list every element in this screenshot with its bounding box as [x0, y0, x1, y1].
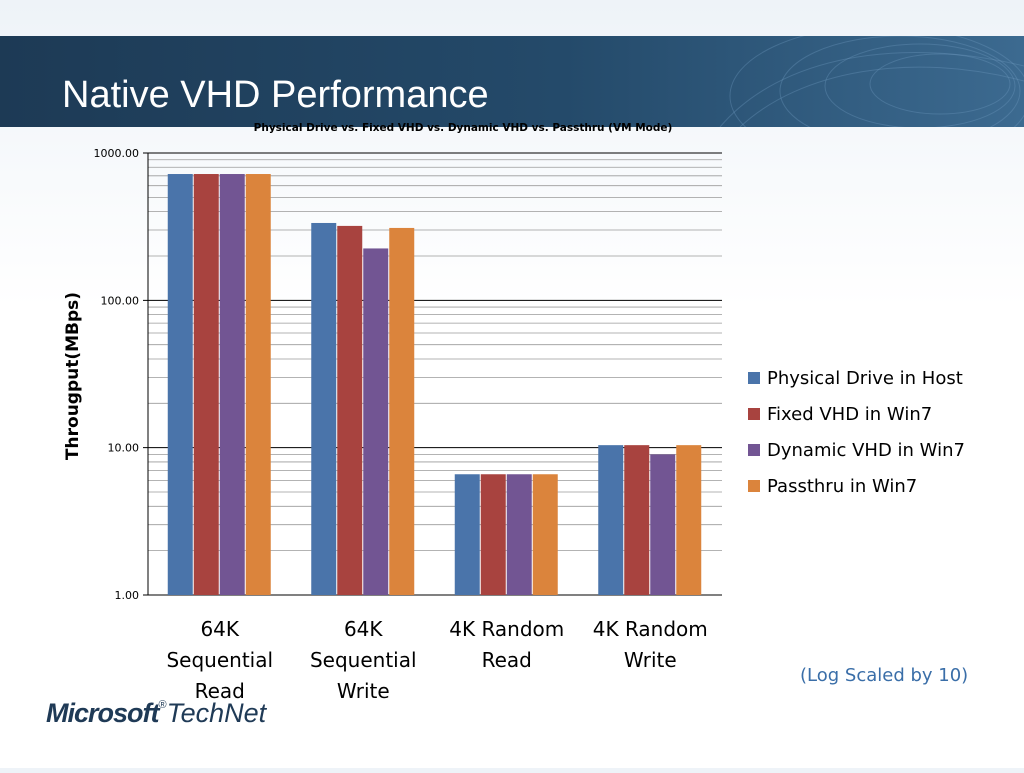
y-tick-label: 1000.00	[94, 147, 140, 160]
decorative-swirl-icon	[719, 36, 1024, 127]
legend-label: Dynamic VHD in Win7	[767, 439, 965, 461]
bar-2-2	[337, 225, 363, 595]
bar-4-2	[389, 227, 415, 595]
bar-4-3	[532, 474, 558, 595]
bar-3-3	[506, 474, 532, 595]
microsoft-technet-logo: Microsoft®TechNet	[46, 700, 266, 727]
category-label: Sequential	[310, 648, 417, 672]
title-band: Native VHD Performance	[0, 36, 1024, 127]
category-label: Sequential	[166, 648, 273, 672]
legend-item: Physical Drive in Host	[748, 360, 965, 396]
logo-product: TechNet	[166, 698, 267, 728]
bar-4-1	[245, 174, 271, 595]
y-axis-label: Througput(MBps)	[63, 292, 83, 460]
category-label: 64K	[200, 617, 239, 641]
chart-title: Physical Drive vs. Fixed VHD vs. Dynamic…	[254, 122, 673, 134]
bar-3-4	[650, 454, 676, 595]
bar-2-4	[624, 445, 650, 595]
y-tick-label: 10.00	[108, 442, 140, 455]
y-tick-label: 100.00	[101, 294, 140, 307]
legend-swatch	[748, 444, 760, 456]
bar-1-4	[598, 445, 624, 595]
bar-2-1	[193, 174, 219, 595]
category-label: Read	[195, 679, 245, 703]
category-label: 4K Random	[593, 617, 708, 641]
legend-item: Dynamic VHD in Win7	[748, 432, 965, 468]
legend-swatch	[748, 480, 760, 492]
logo-mark: ®	[158, 699, 167, 711]
bar-1-2	[311, 222, 337, 595]
legend-swatch	[748, 408, 760, 420]
slide-title: Native VHD Performance	[62, 74, 489, 116]
category-label: 64K	[344, 617, 383, 641]
category-label: Write	[624, 648, 677, 672]
legend-swatch	[748, 372, 760, 384]
log-scale-note: (Log Scaled by 10)	[800, 665, 969, 686]
y-tick-label: 1.00	[115, 589, 140, 602]
legend-item: Passthru in Win7	[748, 468, 965, 504]
bar-4-4	[676, 445, 702, 595]
logo-brand: Microsoft	[46, 698, 159, 728]
bar-3-1	[219, 174, 245, 595]
legend-item: Fixed VHD in Win7	[748, 396, 965, 432]
bar-2-3	[480, 474, 506, 595]
category-label: 4K Random	[449, 617, 564, 641]
bar-1-3	[454, 474, 480, 595]
legend-label: Fixed VHD in Win7	[767, 403, 933, 425]
bar-3-2	[363, 248, 389, 595]
bar-1-1	[167, 174, 193, 595]
category-label: Read	[482, 648, 532, 672]
category-label: Write	[337, 679, 390, 703]
chart-legend: Physical Drive in Host Fixed VHD in Win7 D…	[748, 360, 965, 504]
legend-label: Passthru in Win7	[767, 475, 918, 497]
legend-label: Physical Drive in Host	[767, 367, 963, 389]
